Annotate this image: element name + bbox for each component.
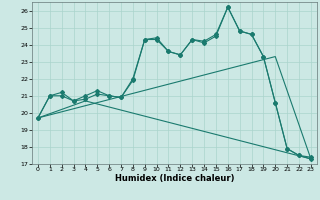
X-axis label: Humidex (Indice chaleur): Humidex (Indice chaleur): [115, 174, 234, 183]
